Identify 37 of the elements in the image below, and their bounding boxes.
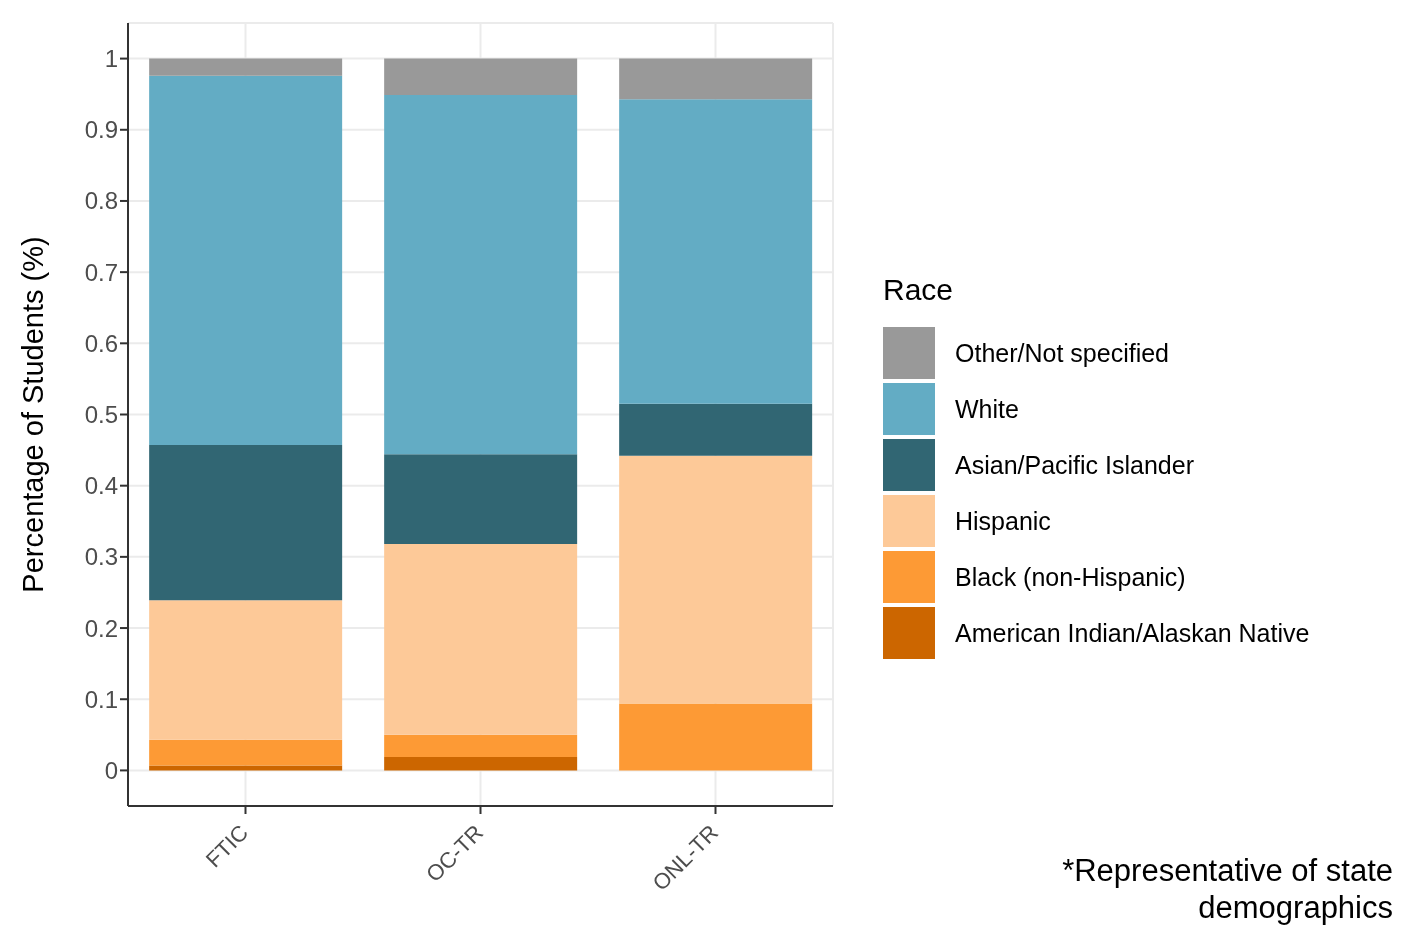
bar <box>149 765 343 771</box>
y-axis-title: Percentage of Students (%) <box>17 236 50 593</box>
y-tick-label: 0.5 <box>84 401 118 429</box>
legend-label: White <box>955 394 1019 424</box>
bar <box>619 703 813 771</box>
legend-label: Asian/Pacific Islander <box>955 450 1195 480</box>
y-tick-label: 0.1 <box>84 685 118 713</box>
y-tick-label: 0.8 <box>84 187 118 215</box>
bar <box>619 403 813 456</box>
bar <box>384 454 578 545</box>
bar <box>149 58 343 76</box>
bar <box>619 58 813 100</box>
y-tick-label: 0.4 <box>84 472 118 500</box>
bar <box>149 445 343 601</box>
legend-label: Black (non-Hispanic) <box>955 562 1186 592</box>
bar <box>384 544 578 735</box>
bar <box>619 99 813 404</box>
bar <box>149 739 343 766</box>
bar <box>384 58 578 95</box>
bar <box>149 600 343 740</box>
legend-label: Other/Not specified <box>955 338 1169 368</box>
bar <box>619 455 813 704</box>
y-tick-label: 0.6 <box>84 329 118 357</box>
legend-label: Hispanic <box>955 506 1051 536</box>
legend-label: American Indian/Alaskan Native <box>955 618 1310 648</box>
bar <box>149 75 343 446</box>
bar <box>384 94 578 455</box>
y-tick-label: 0.9 <box>84 116 118 144</box>
text: *Representative of state demographics <box>1061 851 1393 926</box>
y-tick-label: 0.3 <box>84 543 118 571</box>
legend-title: Race <box>883 273 955 307</box>
y-tick-label: 0.7 <box>84 258 118 286</box>
y-tick-label: 0.2 <box>84 614 118 642</box>
y-tick-label: 0 <box>104 756 118 784</box>
bar <box>384 756 578 771</box>
y-tick-label: 1 <box>104 45 118 73</box>
bar <box>384 734 578 757</box>
